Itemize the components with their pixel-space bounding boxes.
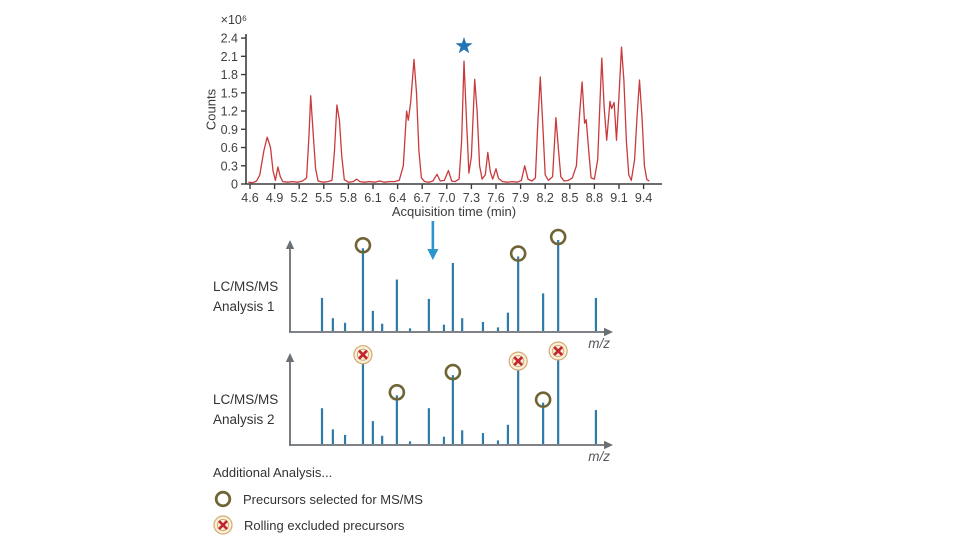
selected-precursor-circle-icon: [388, 384, 406, 401]
x-tick-label: 4.9: [266, 191, 283, 205]
spectrum-y-axis-arrowhead: [285, 353, 295, 362]
chromatogram-x-axis-title: Acquisition time (min): [391, 204, 517, 219]
y-tick-label: 0.3: [221, 159, 238, 173]
y-tick-label: 1.8: [221, 68, 238, 82]
excluded-inner-ring: [356, 348, 370, 361]
excluded-x-icon: [213, 515, 233, 535]
selected-precursor-circle-icon: [534, 391, 552, 408]
mz-label-analysis-2: m/z: [588, 449, 610, 464]
excluded-inner-ring: [216, 518, 230, 532]
legend-item-excluded-label: Rolling excluded precursors: [244, 517, 405, 533]
legend-item-selected: Precursors selected for MS/MS: [212, 488, 423, 510]
excluded-x-stroke: [218, 520, 228, 530]
selection-arrow-icon: [427, 221, 439, 260]
legend-item-selected-label: Precursors selected for MS/MS: [243, 491, 423, 507]
excluded-precursor-x-icon: [548, 341, 568, 361]
excluded-precursor-x-icon: [213, 515, 233, 535]
excluded-precursor-x-icon: [353, 345, 373, 365]
x-tick-label: 8.5: [561, 191, 578, 205]
star-annotation-icon: [455, 37, 473, 54]
y-tick-label: 0: [231, 178, 238, 192]
selected-precursor-circle-icon: [354, 236, 372, 254]
selection-arrow-head: [427, 249, 439, 260]
x-tick-label: 5.2: [291, 191, 308, 205]
analysis-1-label: LC/MS/MS Analysis 1: [213, 277, 278, 317]
selected-precursor-circle-icon: [444, 363, 462, 381]
analysis-2-label-line1: LC/MS/MS: [213, 392, 279, 407]
x-tick-label: 7.0: [438, 191, 455, 205]
chromatogram-y-axis-title: Counts: [203, 88, 219, 131]
excluded-inner-ring: [512, 355, 525, 368]
mz-label-analysis-1: m/z: [588, 336, 610, 351]
excluded-x-stroke: [513, 356, 523, 366]
x-tick-label: 5.8: [340, 191, 357, 205]
spectrum-x-axis-arrowhead: [604, 440, 613, 450]
ms-spectrum-analysis-1: [285, 228, 613, 337]
analysis-2-label: LC/MS/MS Analysis 2: [213, 390, 278, 430]
x-tick-label: 8.2: [537, 191, 554, 205]
excluded-precursor-x-icon: [508, 351, 528, 371]
legend-item-excluded: Rolling excluded precursors: [211, 513, 404, 537]
analysis-1-label-line2: Analysis 1: [213, 299, 275, 314]
y-tick-label: 0.9: [221, 123, 238, 137]
selected-precursor-circle-icon: [549, 228, 567, 246]
excluded-inner-ring: [552, 344, 565, 358]
x-tick-label: 9.4: [635, 191, 652, 205]
analysis-1-label-line1: LC/MS/MS: [213, 279, 279, 294]
additional-analysis-label: Additional Analysis...: [213, 465, 333, 480]
analysis-2-label-line2: Analysis 2: [213, 412, 275, 427]
x-tick-label: 6.1: [364, 191, 381, 205]
x-tick-label: 6.7: [414, 191, 431, 205]
ms-spectrum-analysis-2: [285, 341, 613, 450]
excluded-x-stroke: [553, 346, 563, 356]
selected-precursor-circle-icon: [509, 245, 527, 262]
x-tick-label: 5.5: [315, 191, 332, 205]
x-tick-label: 4.6: [241, 191, 258, 205]
x-tick-label: 9.1: [610, 191, 627, 205]
spectrum-y-axis-arrowhead: [285, 240, 295, 249]
excluded-x-stroke: [358, 350, 368, 360]
y-tick-label: 1.2: [221, 105, 238, 119]
chromatogram-trace: [248, 46, 650, 184]
selected-precursor-circle-icon: [214, 490, 232, 508]
x-tick-label: 7.6: [487, 191, 504, 205]
x-tick-label: 8.8: [586, 191, 603, 205]
selected-circle-icon: [214, 490, 232, 508]
x-tick-label: 6.4: [389, 191, 406, 205]
chromatogram-plot: 0 0.3 0.6 0.9 1.2 1.5 1.8 2.1 2.4 4.6 4.9 5.2 5.5 5.8…: [221, 32, 662, 205]
y-tick-label: 2.1: [221, 50, 238, 64]
y-tick-label: 2.4: [221, 32, 238, 46]
spectrum-x-axis-arrowhead: [604, 327, 613, 337]
chromatogram-y-multiplier: ×10⁶: [220, 13, 247, 27]
x-tick-label: 7.9: [512, 191, 529, 205]
y-tick-label: 0.6: [221, 141, 238, 155]
y-tick-label: 1.5: [221, 86, 238, 100]
x-tick-label: 7.3: [463, 191, 480, 205]
